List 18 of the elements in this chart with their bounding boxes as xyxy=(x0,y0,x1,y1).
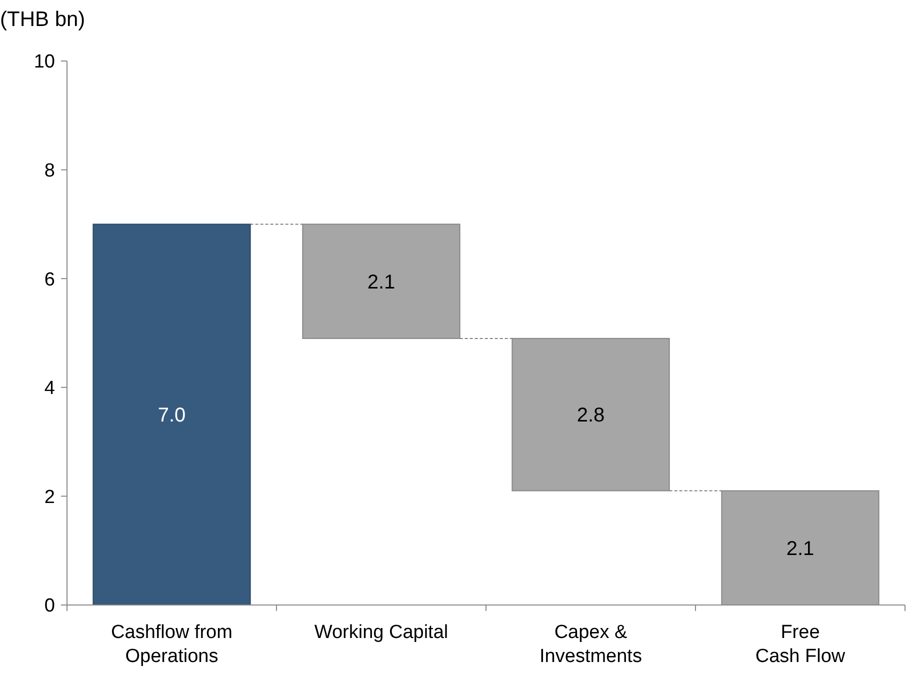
y-axis-title: (THB bn) xyxy=(0,8,86,31)
y-tick-label: 6 xyxy=(44,269,55,290)
x-tick-label: Cashflow from Operations xyxy=(111,622,232,667)
bar xyxy=(92,224,251,606)
data-label: 7.0 xyxy=(158,404,186,427)
y-tick-label: 0 xyxy=(44,596,55,617)
data-label: 2.1 xyxy=(786,538,814,560)
bar xyxy=(512,338,670,492)
y-tick-label: 4 xyxy=(44,378,56,400)
data-label: 2.1 xyxy=(367,271,396,294)
y-tick-label: 10 xyxy=(34,52,55,73)
y-tick-label: 2 xyxy=(44,486,55,508)
y-tick-label: 8 xyxy=(44,160,55,182)
x-tick-label: Free Cash Flow xyxy=(755,622,846,667)
data-label: 2.8 xyxy=(576,404,605,427)
x-tick-label: Working Capital xyxy=(314,622,448,643)
bar xyxy=(302,224,460,339)
x-tick-label: Capex & Investments xyxy=(540,622,642,667)
